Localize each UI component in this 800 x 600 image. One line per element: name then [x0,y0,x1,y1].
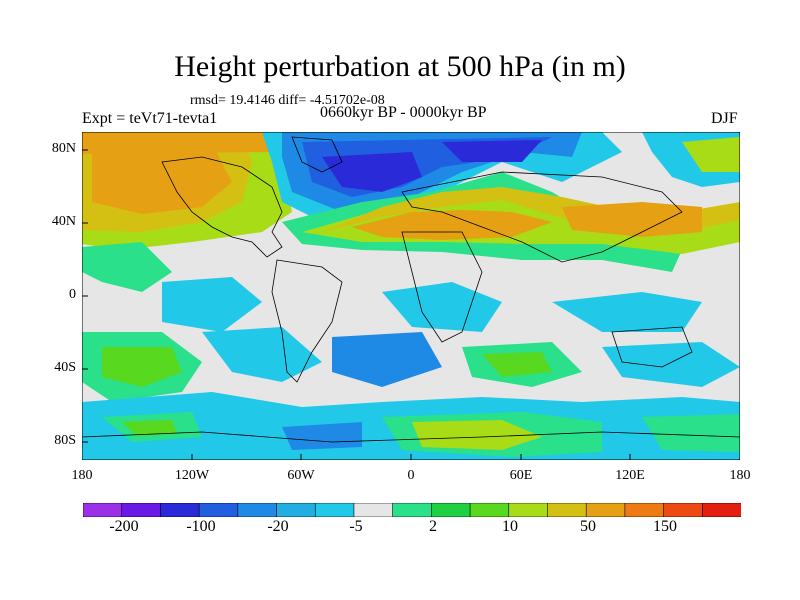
lon-label-120w: 120W [174,468,210,483]
lon-label-180e: 180 [729,468,751,483]
colorbar-label: -5 [349,518,363,535]
colorbar-swatch [237,503,278,517]
colorbar-label: 2 [429,518,437,535]
lon-label-60w: 60W [287,468,315,483]
experiment-label: Expt = teVt71-tevta1 [82,110,218,127]
period-label: 0660kyr BP - 0000kyr BP [320,104,487,121]
colorbar-swatch [198,503,239,517]
lat-label-40n: 40N [51,214,76,229]
colorbar-swatch [276,503,317,517]
colorbar-label: -20 [267,518,289,535]
colorbar-swatch [547,503,587,517]
colorbar-swatch [624,503,665,517]
colorbar-swatch [160,503,200,517]
colorbar-swatch [83,503,123,517]
axis-ticks [82,149,631,460]
lon-label-0: 0 [407,468,415,483]
lat-label-40s: 40S [54,360,76,375]
colorbar-swatch [469,503,510,517]
colorbar-label: 10 [502,518,518,535]
colorbar-label: 150 [653,518,677,535]
colorbar-label: -200 [109,518,139,535]
colorbar [83,503,741,517]
colorbar-swatch [663,503,704,517]
chart-title: Height perturbation at 500 hPa (in m) [174,50,626,83]
colorbar-swatch [353,503,394,517]
lat-label-80s: 80S [54,433,76,448]
colorbar-swatch [585,503,626,517]
colorbar-swatch [314,503,355,517]
colorbar-swatch [701,503,741,517]
colorbar-swatch [392,503,433,517]
lon-label-60e: 60E [509,468,533,483]
lon-label-120e: 120E [615,468,645,483]
colorbar-swatch [121,503,162,517]
colorbar-swatch [508,503,549,517]
lon-label-180w: 180 [71,468,93,483]
colorbar-label: -100 [186,518,216,535]
lat-label-0: 0 [69,287,76,302]
season-label: DJF [711,110,738,127]
colorbar-swatch [431,503,471,517]
contour-fill [82,132,740,460]
anomaly-map [82,132,740,460]
rmsd-stats: rmsd= 19.4146 diff= -4.51702e-08 [190,93,385,108]
coastlines [82,136,740,443]
colorbar-label: 50 [580,518,596,535]
lat-label-80n: 80N [51,141,76,156]
